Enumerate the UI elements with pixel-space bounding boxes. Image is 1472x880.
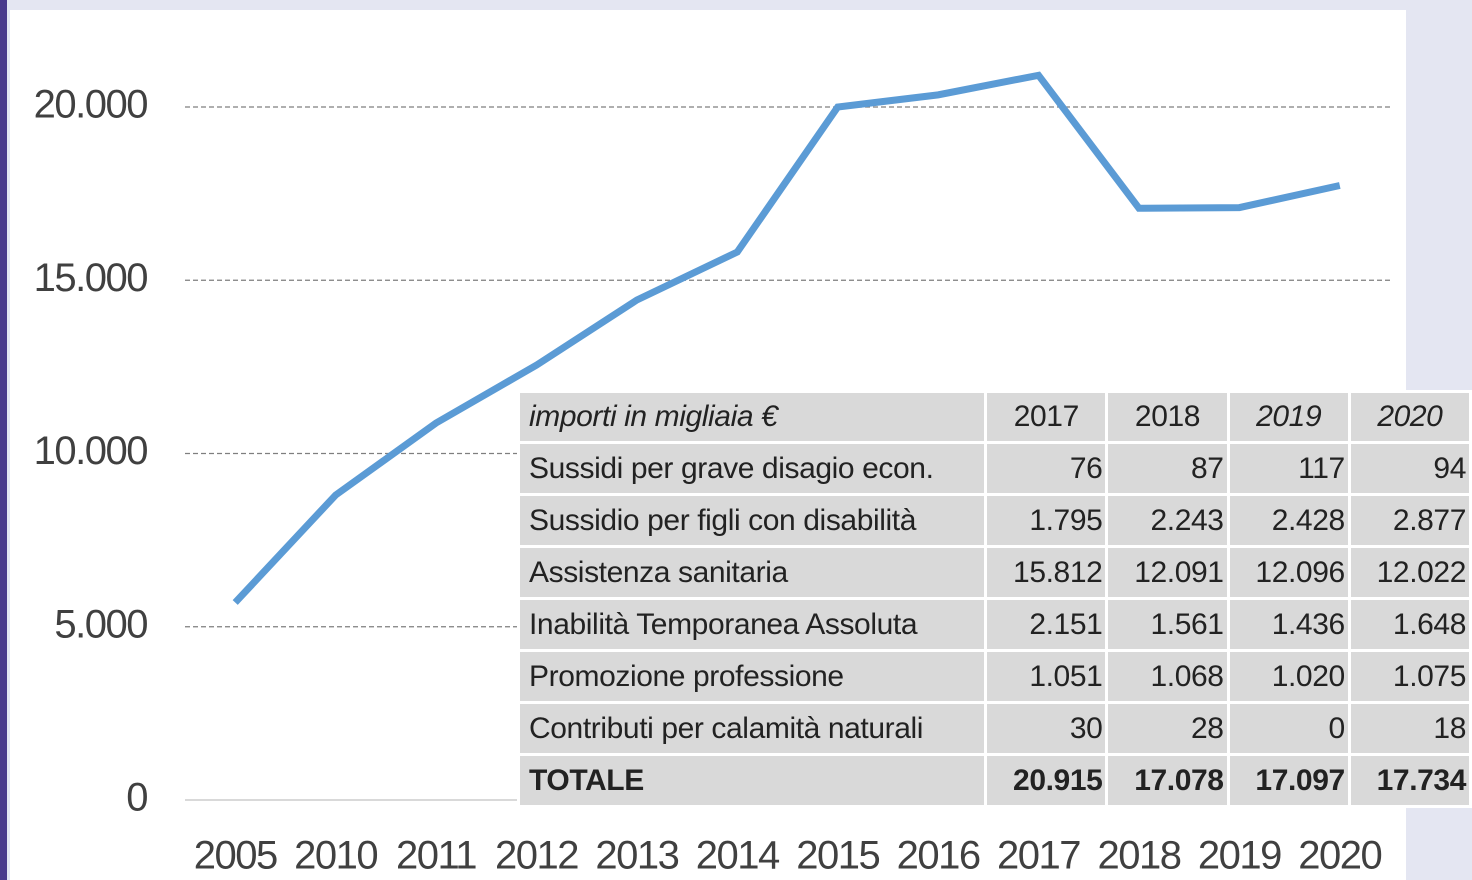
table-cell: 17.078 (1105, 753, 1230, 808)
x-tick-label: 2016 (897, 834, 980, 878)
table-cell: Assistenza sanitaria (516, 545, 988, 600)
table-cell: 12.096 (1226, 545, 1351, 600)
table-cell: 18 (1347, 701, 1472, 756)
y-tick-label: 10.000 (34, 429, 148, 473)
table-cell: 17.734 (1347, 753, 1472, 808)
y-tick-label: 5.000 (54, 602, 147, 646)
x-tick-label: 2010 (294, 834, 377, 878)
table-cell: 1.075 (1347, 649, 1472, 704)
table-cell: 94 (1347, 441, 1472, 496)
table-row: Sussidio per figli con disabilità 1.795 2.… (516, 493, 1472, 548)
x-tick-label: 2018 (1097, 834, 1180, 878)
table-cell: 15.812 (984, 545, 1109, 600)
table-cell: 1.648 (1347, 597, 1472, 652)
header-cell: 2019 (1226, 390, 1351, 444)
x-tick-label: 2011 (396, 834, 476, 878)
x-tick-label: 2020 (1298, 834, 1381, 878)
table-row: Sussidi per grave disagio econ. 76 87 117 94 (516, 441, 1472, 496)
y-tick-label: 15.000 (34, 256, 148, 300)
table-cell: 20.915 (984, 753, 1109, 808)
table-cell: Contributi per calamità naturali (516, 701, 988, 756)
x-tick-label: 2019 (1198, 834, 1281, 878)
table-row: Contributi per calamità naturali 30 28 0 18 (516, 701, 1472, 756)
table-cell: Inabilità Temporanea Assoluta (516, 597, 988, 652)
header-cell: 2018 (1105, 390, 1230, 444)
data-table: importi in migliaia €2017 2018 2019 2020 Sus… (516, 390, 1472, 808)
x-tick-label: 2005 (194, 834, 277, 878)
table-cell: 1.051 (984, 649, 1109, 704)
table-cell: Promozione professione (516, 649, 988, 704)
table-cell: 2.243 (1105, 493, 1230, 548)
table-cell: 1.561 (1105, 597, 1230, 652)
table-cell: 30 (984, 701, 1109, 756)
x-tick-label: 2013 (595, 834, 678, 878)
table-cell: 76 (984, 441, 1109, 496)
table-row: Assistenza sanitaria 15.812 12.091 12.096 12… (516, 545, 1472, 600)
table-cell: Sussidi per grave disagio econ. (516, 441, 988, 496)
header-row: importi in migliaia €2017 2018 2019 2020 (516, 390, 1472, 444)
table-cell: 1.068 (1105, 649, 1230, 704)
x-tick-label: 2014 (696, 834, 780, 878)
table-cell: 2.151 (984, 597, 1109, 652)
header-cell: 2017 (984, 390, 1109, 444)
table-cell: 0 (1226, 701, 1351, 756)
x-tick-label: 2017 (997, 834, 1080, 878)
table-cell: 1.436 (1226, 597, 1351, 652)
x-tick-label: 2015 (796, 834, 879, 878)
table-row: Inabilità Temporanea Assoluta 2.151 1.561 1… (516, 597, 1472, 652)
header-cell: 2020 (1347, 390, 1472, 444)
y-tick-label: 0 (126, 776, 147, 820)
table-cell: 117 (1226, 441, 1351, 496)
table-cell: 17.097 (1226, 753, 1351, 808)
data-line (232, 71, 1341, 605)
table-cell: 1.795 (984, 493, 1109, 548)
table-cell: TOTALE (516, 753, 988, 808)
y-tick-label: 20.000 (34, 83, 148, 127)
table-cell: Sussidio per figli con disabilità (516, 493, 988, 548)
table-cell: 2.877 (1347, 493, 1472, 548)
table-cell: 12.091 (1105, 545, 1230, 600)
table-cell: 28 (1105, 701, 1230, 756)
table-cell: 87 (1105, 441, 1230, 496)
table-cell: 2.428 (1226, 493, 1351, 548)
table-cell: 12.022 (1347, 545, 1472, 600)
table-cell: 1.020 (1226, 649, 1351, 704)
left-bar (0, 0, 7, 880)
table-row: TOTALE 20.915 17.078 17.097 17.734 (516, 753, 1472, 808)
table-row: Promozione professione 1.051 1.068 1.020 1.0… (516, 649, 1472, 704)
x-tick-label: 2012 (495, 834, 578, 878)
header-cell: importi in migliaia € (516, 390, 988, 444)
